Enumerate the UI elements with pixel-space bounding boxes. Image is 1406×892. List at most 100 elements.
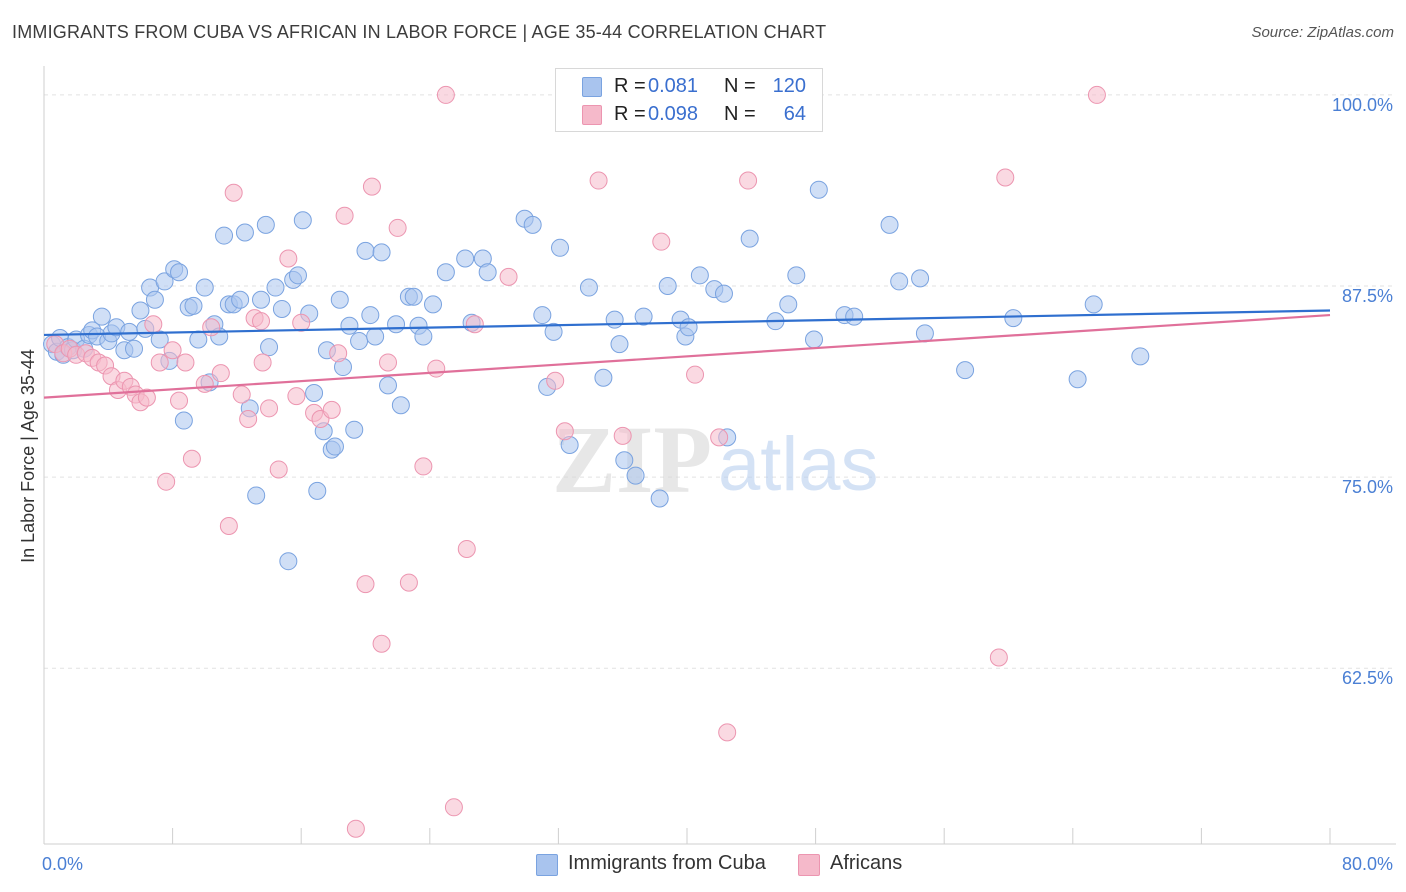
cuba-point xyxy=(260,338,279,357)
africans-point xyxy=(170,391,189,410)
cuba-point xyxy=(404,287,423,306)
africans-point xyxy=(292,313,311,332)
africans-point xyxy=(1087,85,1106,104)
cuba-point xyxy=(594,368,613,387)
africans-point xyxy=(436,85,455,104)
bottom-legend-swatch-blue xyxy=(536,854,558,876)
cuba-point xyxy=(361,306,380,325)
africans-point xyxy=(219,517,238,536)
cuba-point xyxy=(145,290,164,309)
africans-point xyxy=(499,267,518,286)
cuba-point xyxy=(1084,295,1103,314)
africans-point xyxy=(718,723,737,742)
y-tick-label: 87.5% xyxy=(1342,286,1393,306)
y-tick-label: 100.0% xyxy=(1332,95,1393,115)
trend-line-africans xyxy=(43,313,1331,399)
cuba-point xyxy=(330,290,349,309)
trend-lines xyxy=(43,309,1331,399)
x-tick-label-min: 0.0% xyxy=(42,854,83,874)
x-tick-label-max: 80.0% xyxy=(1342,854,1393,874)
cuba-point xyxy=(340,316,359,335)
africans-point xyxy=(279,249,298,268)
cuba-point xyxy=(150,330,169,349)
legend-r-value: 0.098 xyxy=(648,103,699,125)
cuba-point xyxy=(714,284,733,303)
cuba-point xyxy=(379,376,398,395)
africans-point xyxy=(613,426,632,445)
cuba-point xyxy=(740,229,759,248)
cuba-point xyxy=(170,263,189,282)
cuba-point xyxy=(184,296,203,315)
cuba-point xyxy=(787,266,806,285)
stats-legend: R = 0.081 N = 120 R = 0.098 N = 64 xyxy=(555,68,823,132)
cuba-point xyxy=(845,307,864,326)
bottom-legend-label: Africans xyxy=(830,852,903,874)
africans-point xyxy=(157,472,176,491)
africans-point xyxy=(996,168,1015,187)
cuba-point xyxy=(125,339,144,358)
legend-n-value: 64 xyxy=(783,103,806,125)
cuba-point xyxy=(615,451,634,470)
africans-point xyxy=(150,353,169,372)
africans-point xyxy=(176,353,195,372)
legend-swatch-blue xyxy=(582,77,602,97)
cuba-point xyxy=(658,277,677,296)
africans-point xyxy=(372,634,391,653)
africans-point xyxy=(399,573,418,592)
cuba-point xyxy=(544,322,563,341)
legend-n-label: N = xyxy=(724,103,756,125)
cuba-point xyxy=(436,263,455,282)
cuba-point xyxy=(626,466,645,485)
cuba-point xyxy=(247,486,266,505)
cuba-point xyxy=(1068,370,1087,389)
cuba-point xyxy=(215,226,234,245)
cuba-point xyxy=(308,481,327,500)
africans-point xyxy=(686,365,705,384)
africans-point xyxy=(652,232,671,251)
africans-point xyxy=(414,457,433,476)
cuba-point xyxy=(579,278,598,297)
cuba-point xyxy=(288,266,307,285)
cuba-point xyxy=(256,215,275,234)
cuba-point xyxy=(605,310,624,329)
cuba-point xyxy=(231,290,250,309)
y-tick-label: 75.0% xyxy=(1342,477,1393,497)
cuba-point xyxy=(915,324,934,343)
cuba-point xyxy=(391,396,410,415)
cuba-point xyxy=(189,330,208,349)
cuba-point xyxy=(372,243,391,262)
africans-point xyxy=(287,387,306,406)
africans-point xyxy=(322,400,341,419)
cuba-point xyxy=(350,332,369,351)
cuba-point xyxy=(679,318,698,337)
cuba-point xyxy=(279,552,298,571)
africans-point xyxy=(335,206,354,225)
africans-point xyxy=(239,410,258,429)
legend-swatch-pink xyxy=(582,105,602,125)
cuba-point xyxy=(610,335,629,354)
africans-point xyxy=(346,819,365,838)
africans-point xyxy=(989,648,1008,667)
cuba-point xyxy=(956,361,975,380)
africans-point xyxy=(260,399,279,418)
cuba-point xyxy=(174,411,193,430)
africans-point xyxy=(457,539,476,558)
y-axis-label: In Labor Force | Age 35-44 xyxy=(18,349,38,563)
africans-point xyxy=(546,371,565,390)
africans-point xyxy=(388,218,407,237)
cuba-point xyxy=(809,180,828,199)
africans-point xyxy=(589,171,608,190)
cuba-point xyxy=(356,241,375,260)
africans-point xyxy=(555,422,574,441)
legend-n-label: N = xyxy=(724,75,756,97)
source-label: Source: ZipAtlas.com xyxy=(1251,24,1394,41)
africans-point xyxy=(232,385,251,404)
chart-title: IMMIGRANTS FROM CUBA VS AFRICAN IN LABOR… xyxy=(12,22,827,42)
africans-point xyxy=(269,460,288,479)
cuba-point xyxy=(120,322,139,341)
y-tick-label: 62.5% xyxy=(1342,668,1393,688)
cuba-point xyxy=(779,295,798,314)
africans-point xyxy=(379,353,398,372)
africans-point xyxy=(163,341,182,360)
